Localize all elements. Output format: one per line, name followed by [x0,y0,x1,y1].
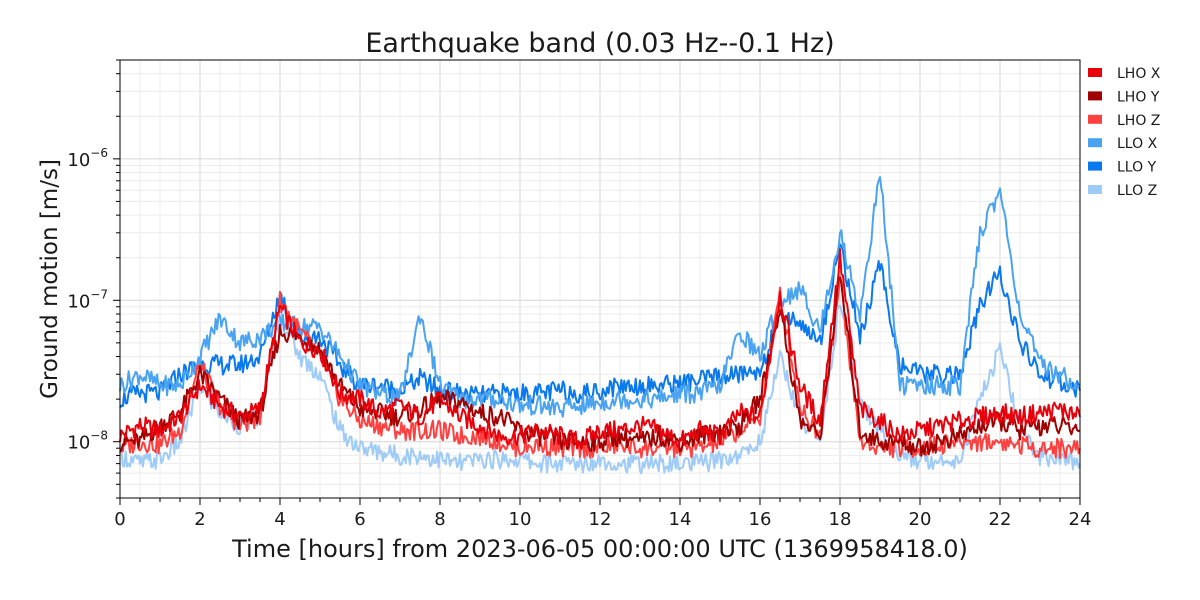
y-tick-label: 10−6 [67,146,108,171]
legend-label: LLO Z [1117,183,1157,199]
legend-swatch [1088,114,1102,124]
legend-swatch [1088,68,1102,77]
chart-title: Earthquake band (0.03 Hz--0.1 Hz) [365,28,834,59]
legend-swatch [1088,161,1102,171]
legend-swatch [1088,185,1102,194]
x-tick-label: 20 [909,509,932,530]
legend-label: LLO Y [1117,160,1157,176]
series-lines [119,176,1081,475]
legend-swatch [1088,91,1102,101]
x-tick-label: 0 [114,509,125,530]
x-tick-label: 6 [354,509,365,530]
y-tick-label: 10−8 [67,429,108,454]
legend-label: LHO Y [1117,89,1160,105]
legend-label: LHO X [1117,66,1161,82]
legend-swatch [1088,138,1102,148]
legend-label: LLO X [1117,136,1158,152]
x-tick-label: 2 [194,509,205,530]
x-tick-label: 10 [509,509,532,530]
x-tick-label: 14 [669,509,692,530]
x-tick-label: 22 [989,509,1012,530]
x-tick-label: 4 [274,509,285,530]
x-axis-label: Time [hours] from 2023-06-05 00:00:00 UT… [231,535,968,563]
x-tick-label: 18 [829,509,852,530]
series-line-llo-x [119,176,1081,418]
legend: LHO X LHO Y LHO Z LLO X LLO Y LLO Z [1088,66,1161,199]
x-tick-label: 12 [589,509,612,530]
x-tick-label: 8 [434,509,445,530]
x-tick-label: 16 [749,509,772,530]
y-axis-label: Ground motion [m/s] [37,159,63,399]
y-tick-label: 10−7 [67,287,108,312]
series-line-lho-y [119,277,1081,457]
series-line-lho-x [119,248,1081,450]
x-tick-label: 24 [1069,509,1092,530]
legend-label: LHO Z [1117,113,1160,129]
